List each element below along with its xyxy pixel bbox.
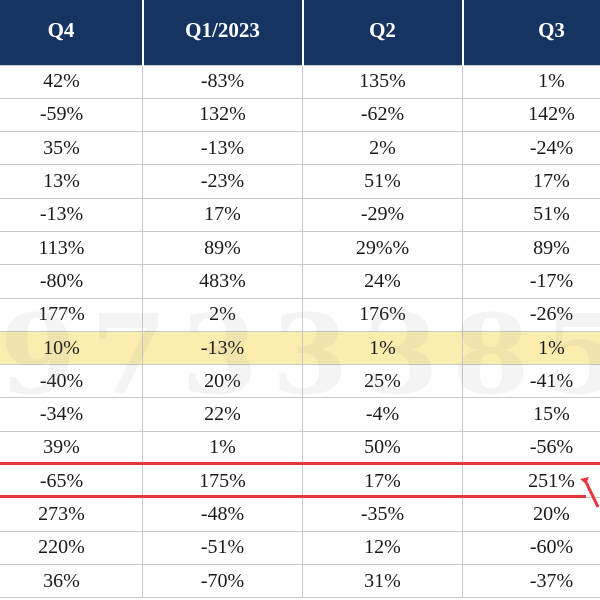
cell-q4: 35% [0,131,143,166]
cell-q1-2023: -48% [142,497,303,532]
cell-q1-2023: -70% [142,563,303,599]
table-row: 10% -13% 1% 1% [0,330,600,366]
cell-q1-2023: 132% [142,97,303,133]
table-row: 13% -23% 51% 17% [0,164,600,199]
cell-q2: -35% [302,497,463,532]
cell-q2: 24% [302,264,463,299]
cell-q2: 50% [302,430,463,466]
cell-q3: 51% [462,197,600,232]
cell-q4: 42% [0,64,143,99]
cell-q1-2023: -51% [142,530,303,565]
cell-q1-2023: 17% [142,197,303,232]
cell-q3: -60% [462,530,600,565]
cell-q4: -40% [0,364,143,399]
table-row: 39% 1% 50% -56% [0,430,600,466]
table-row: -59% 132% -62% 142% [0,97,600,133]
cell-q2: 17% [302,464,463,499]
cell-q4: -59% [0,97,143,133]
table-row: -13% 17% -29% 51% [0,197,600,232]
cell-q2: 29%% [302,230,463,266]
cell-q3: -24% [462,131,600,166]
cell-q3: 1% [462,64,600,99]
cell-q2: 31% [302,563,463,599]
table-row: 273% -48% -35% 20% [0,497,600,532]
cell-q2: 51% [302,164,463,199]
cell-q2: -62% [302,97,463,133]
table-row: 177% 2% 176% -26% [0,297,600,332]
cell-q3: -37% [462,563,600,599]
cell-q3: 142% [462,97,600,133]
cell-q3: 89% [462,230,600,266]
cell-q2: 12% [302,530,463,565]
cell-q1-2023: -83% [142,64,303,99]
cell-q4: 10% [0,330,143,366]
cell-q4: -65% [0,464,143,499]
cell-q4: -80% [0,264,143,299]
annotation-arrow-icon [580,477,600,508]
header-row: Q4 Q1/2023 Q2 Q3 [0,0,600,65]
cell-q1-2023: 20% [142,364,303,399]
table-row: 35% -13% 2% -24% [0,131,600,166]
cell-q3: 17% [462,164,600,199]
cell-q3: 15% [462,397,600,432]
cell-q4: 13% [0,164,143,199]
annotation-line-top [0,462,600,465]
table-row: 42% -83% 135% 1% [0,64,600,99]
table-row: -80% 483% 24% -17% [0,264,600,299]
cell-q2: 1% [302,330,463,366]
cell-q2: 2% [302,131,463,166]
cell-q4: -13% [0,197,143,232]
cell-q4: 273% [0,497,143,532]
cell-q1-2023: -13% [142,131,303,166]
cell-q3: -56% [462,430,600,466]
table-row: 36% -70% 31% -37% [0,563,600,599]
header-q3: Q3 [462,0,600,65]
cell-q1-2023: 483% [142,264,303,299]
cell-q2: 176% [302,297,463,332]
cell-q4: 39% [0,430,143,466]
cell-q2: 135% [302,64,463,99]
table-row: 220% -51% 12% -60% [0,530,600,565]
cell-q3: 251% [462,464,600,499]
cell-q1-2023: 2% [142,297,303,332]
cell-q1-2023: 1% [142,430,303,466]
cell-q1-2023: -23% [142,164,303,199]
cell-q3: 1% [462,330,600,366]
cell-q3: -41% [462,364,600,399]
cell-q1-2023: -13% [142,330,303,366]
cell-q4: -34% [0,397,143,432]
cell-q1-2023: 22% [142,397,303,432]
cell-q4: 220% [0,530,143,565]
header-q2: Q2 [302,0,464,65]
cell-q4: 36% [0,563,143,599]
cell-q2: -4% [302,397,463,432]
cell-q3: -26% [462,297,600,332]
cell-q2: 25% [302,364,463,399]
table-body: 42% -83% 135% 1% -59% 132% -62% 142% 35% -13% 2% -2… [0,64,600,599]
cell-q3: -17% [462,264,600,299]
table-row: -34% 22% -4% 15% [0,397,600,432]
header-q4: Q4 [0,0,144,65]
cell-q1-2023: 175% [142,464,303,499]
cell-q2: -29% [302,197,463,232]
header-q1-2023: Q1/2023 [142,0,304,65]
cell-q4: 177% [0,297,143,332]
cell-q1-2023: 89% [142,230,303,266]
table-row: -65% 175% 17% 251% [0,464,600,499]
annotation-line-bottom [0,495,586,498]
table-row: -40% 20% 25% -41% [0,364,600,399]
table-row: 113% 89% 29%% 89% [0,230,600,266]
cell-q4: 113% [0,230,143,266]
